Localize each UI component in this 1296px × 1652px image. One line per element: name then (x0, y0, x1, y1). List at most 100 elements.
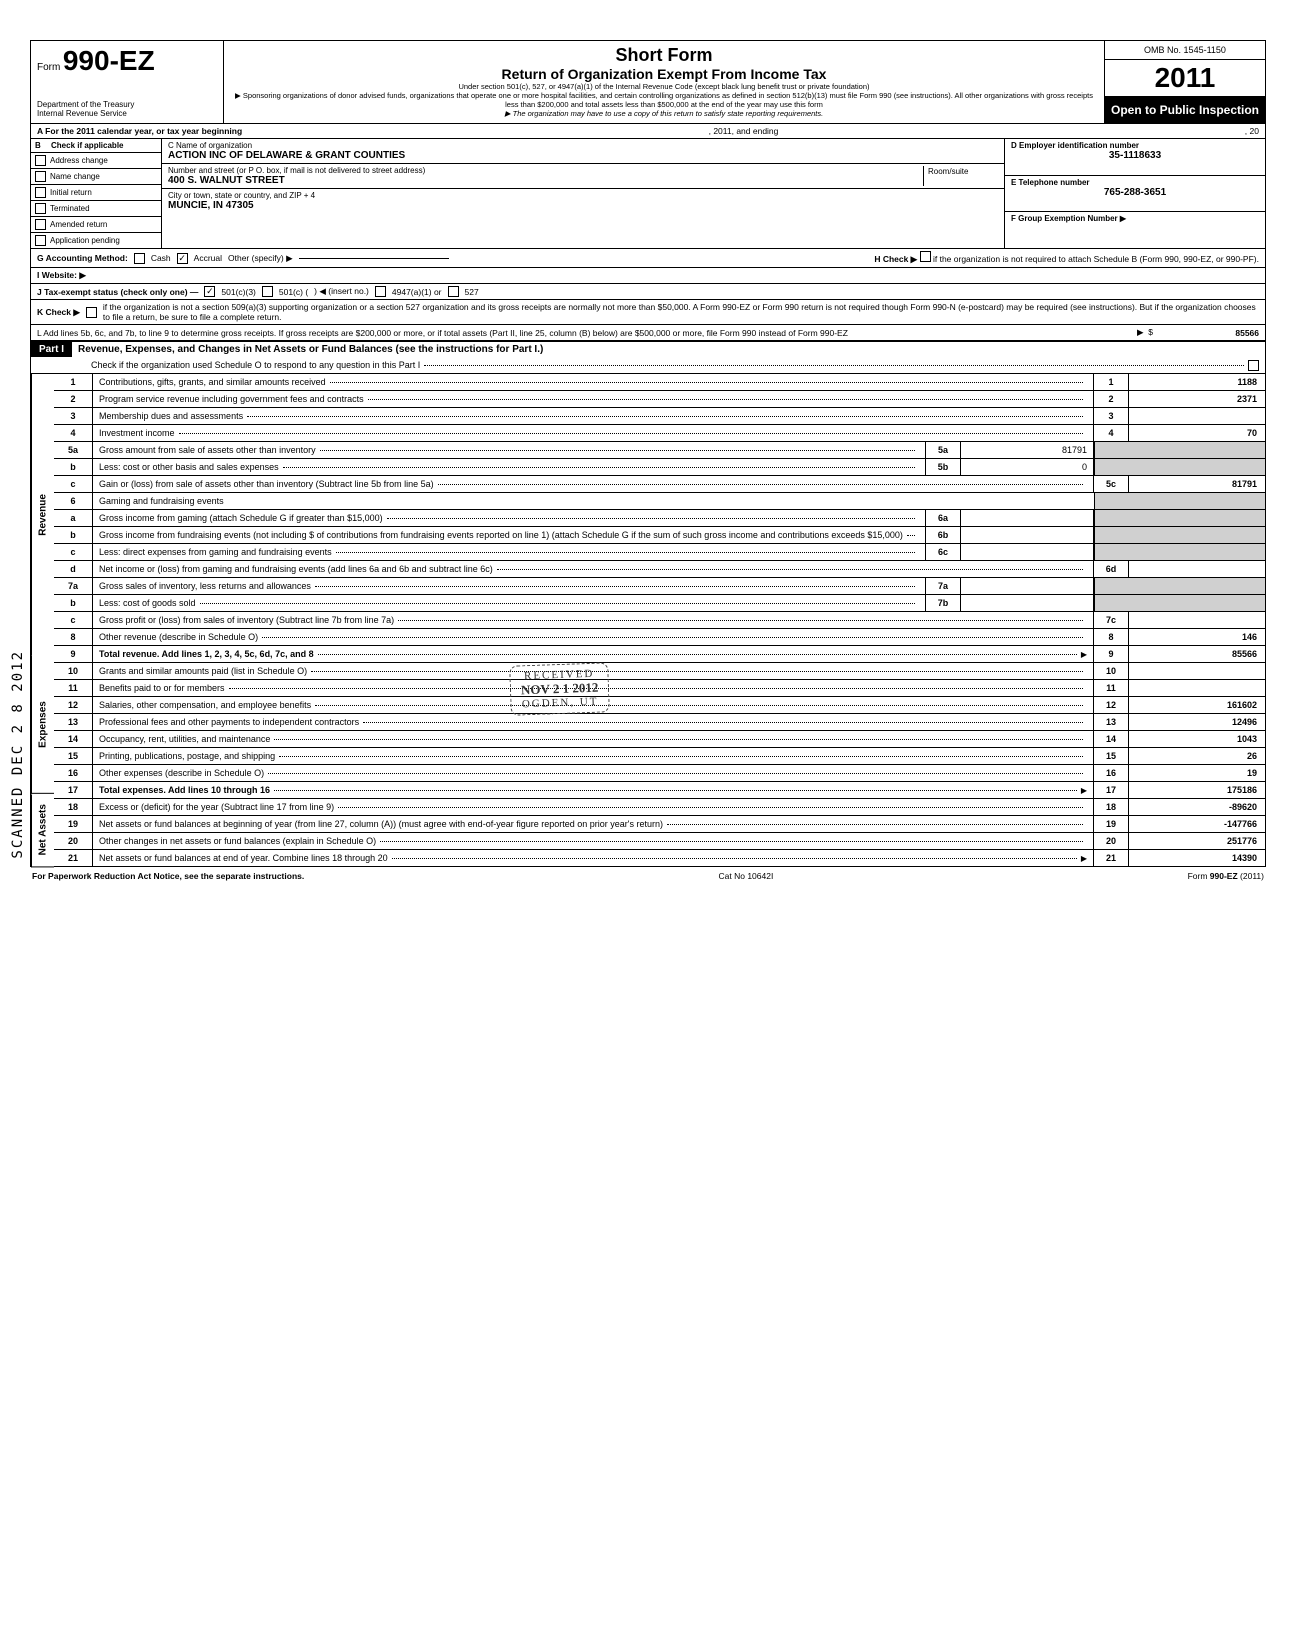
check-h[interactable] (920, 251, 931, 262)
inline-val (961, 544, 1094, 560)
check-amended[interactable] (35, 219, 46, 230)
right-val (1129, 680, 1265, 696)
line-desc: Membership dues and assessments (93, 408, 1093, 424)
line-10: 10Grants and similar amounts paid (list … (54, 663, 1266, 680)
right-val (1129, 442, 1265, 458)
right-val: 251776 (1129, 833, 1265, 849)
line-num: 2 (54, 391, 93, 407)
check-k[interactable] (86, 307, 97, 318)
right-val (1129, 527, 1265, 543)
form-title: Short Form (230, 45, 1098, 66)
right-num: 7c (1093, 612, 1129, 628)
line-num: 7a (54, 578, 93, 594)
inline-val (961, 578, 1094, 594)
check-4947[interactable] (375, 286, 386, 297)
right-num: 21 (1093, 850, 1129, 866)
check-name[interactable] (35, 171, 46, 182)
footer-mid: Cat No 10642I (719, 871, 774, 881)
d-label: D Employer identification number (1011, 141, 1259, 150)
form-copy: ▶ The organization may have to use a cop… (230, 109, 1098, 118)
line-4: 4Investment income470 (54, 425, 1266, 442)
right-num (1094, 510, 1129, 526)
line-num: 10 (54, 663, 93, 679)
right-val (1129, 578, 1265, 594)
side-revenue: Revenue (31, 374, 54, 656)
line-c: cLess: direct expenses from gaming and f… (54, 544, 1266, 561)
inline-num: 6b (925, 527, 961, 543)
i-label: I Website: ▶ (37, 270, 86, 281)
check-terminated-label: Terminated (50, 204, 90, 213)
right-num: 1 (1093, 374, 1129, 390)
check-address[interactable] (35, 155, 46, 166)
line-1: 1Contributions, gifts, grants, and simil… (54, 374, 1266, 391)
side-labels: Revenue Expenses Net Assets (30, 374, 54, 867)
right-val: -89620 (1129, 799, 1265, 815)
check-pending[interactable] (35, 235, 46, 246)
line-desc: Net assets or fund balances at end of ye… (93, 850, 1093, 866)
right-val (1129, 561, 1265, 577)
dept2: Internal Revenue Service (37, 110, 217, 119)
inline-val (961, 595, 1094, 611)
received-stamp: RECEIVED NOV 2 1 2012 OGDEN, UT (509, 662, 610, 715)
line-num: 4 (54, 425, 93, 441)
check-o-text: Check if the organization used Schedule … (91, 360, 420, 370)
line-desc: Total revenue. Add lines 1, 2, 3, 4, 5c,… (93, 646, 1093, 662)
right-num: 4 (1093, 425, 1129, 441)
right-num (1094, 595, 1129, 611)
line-desc: Gaming and fundraising events (93, 493, 1094, 509)
check-terminated[interactable] (35, 203, 46, 214)
line-desc: Excess or (deficit) for the year (Subtra… (93, 799, 1093, 815)
line-5a: 5aGross amount from sale of assets other… (54, 442, 1266, 459)
check-cash[interactable] (134, 253, 145, 264)
inline-num: 7a (925, 578, 961, 594)
line-a: aGross income from gaming (attach Schedu… (54, 510, 1266, 527)
right-val: 26 (1129, 748, 1265, 764)
line-num: 9 (54, 646, 93, 662)
line-desc: Gross sales of inventory, less returns a… (93, 578, 925, 594)
line-7a: 7aGross sales of inventory, less returns… (54, 578, 1266, 595)
d-value: 35-1118633 (1011, 150, 1259, 161)
inline-num: 6c (925, 544, 961, 560)
line-num: 3 (54, 408, 93, 424)
line-num: 18 (54, 799, 93, 815)
year-box: 2011 (1105, 60, 1265, 97)
inline-val (961, 527, 1094, 543)
right-val (1129, 408, 1265, 424)
h-text: if the organization is not required to a… (933, 254, 1259, 264)
line-8: 8Other revenue (describe in Schedule O)8… (54, 629, 1266, 646)
side-netassets: Net Assets (31, 794, 54, 867)
line-gh: G Accounting Method: Cash Accrual Other … (30, 249, 1266, 268)
line-num: 21 (54, 850, 93, 866)
right-num: 11 (1093, 680, 1129, 696)
open-public: Open to Public Inspection (1105, 97, 1265, 123)
check-501c[interactable] (262, 286, 273, 297)
check-accrual[interactable] (177, 253, 188, 264)
line-18: 18Excess or (deficit) for the year (Subt… (54, 799, 1266, 816)
part1-check-o: Check if the organization used Schedule … (30, 357, 1266, 374)
line-desc: Total expenses. Add lines 10 through 16▶ (93, 782, 1093, 798)
footer-right: Form 990-EZ (2011) (1188, 871, 1264, 881)
inline-val (961, 510, 1094, 526)
right-val (1129, 612, 1265, 628)
check-amended-label: Amended return (50, 220, 107, 229)
line-num: 19 (54, 816, 93, 832)
check-o-box[interactable] (1248, 360, 1259, 371)
line-12: 12Salaries, other compensation, and empl… (54, 697, 1266, 714)
k-text: if the organization is not a section 509… (103, 302, 1259, 322)
check-initial[interactable] (35, 187, 46, 198)
right-val (1129, 663, 1265, 679)
check-501c3[interactable] (204, 286, 215, 297)
j-501c3: 501(c)(3) (221, 287, 255, 297)
c-value: ACTION INC OF DELAWARE & GRANT COUNTIES (168, 150, 998, 161)
check-address-label: Address change (50, 156, 108, 165)
right-num: 9 (1093, 646, 1129, 662)
footer: For Paperwork Reduction Act Notice, see … (30, 867, 1266, 885)
check-initial-label: Initial return (50, 188, 92, 197)
line-c: cGain or (loss) from sale of assets othe… (54, 476, 1266, 493)
right-num (1094, 442, 1129, 458)
check-527[interactable] (448, 286, 459, 297)
line-num: 13 (54, 714, 93, 730)
g-other: Other (specify) ▶ (228, 253, 293, 264)
line-desc: Net income or (loss) from gaming and fun… (93, 561, 1093, 577)
e-value: 765-288-3651 (1011, 187, 1259, 198)
